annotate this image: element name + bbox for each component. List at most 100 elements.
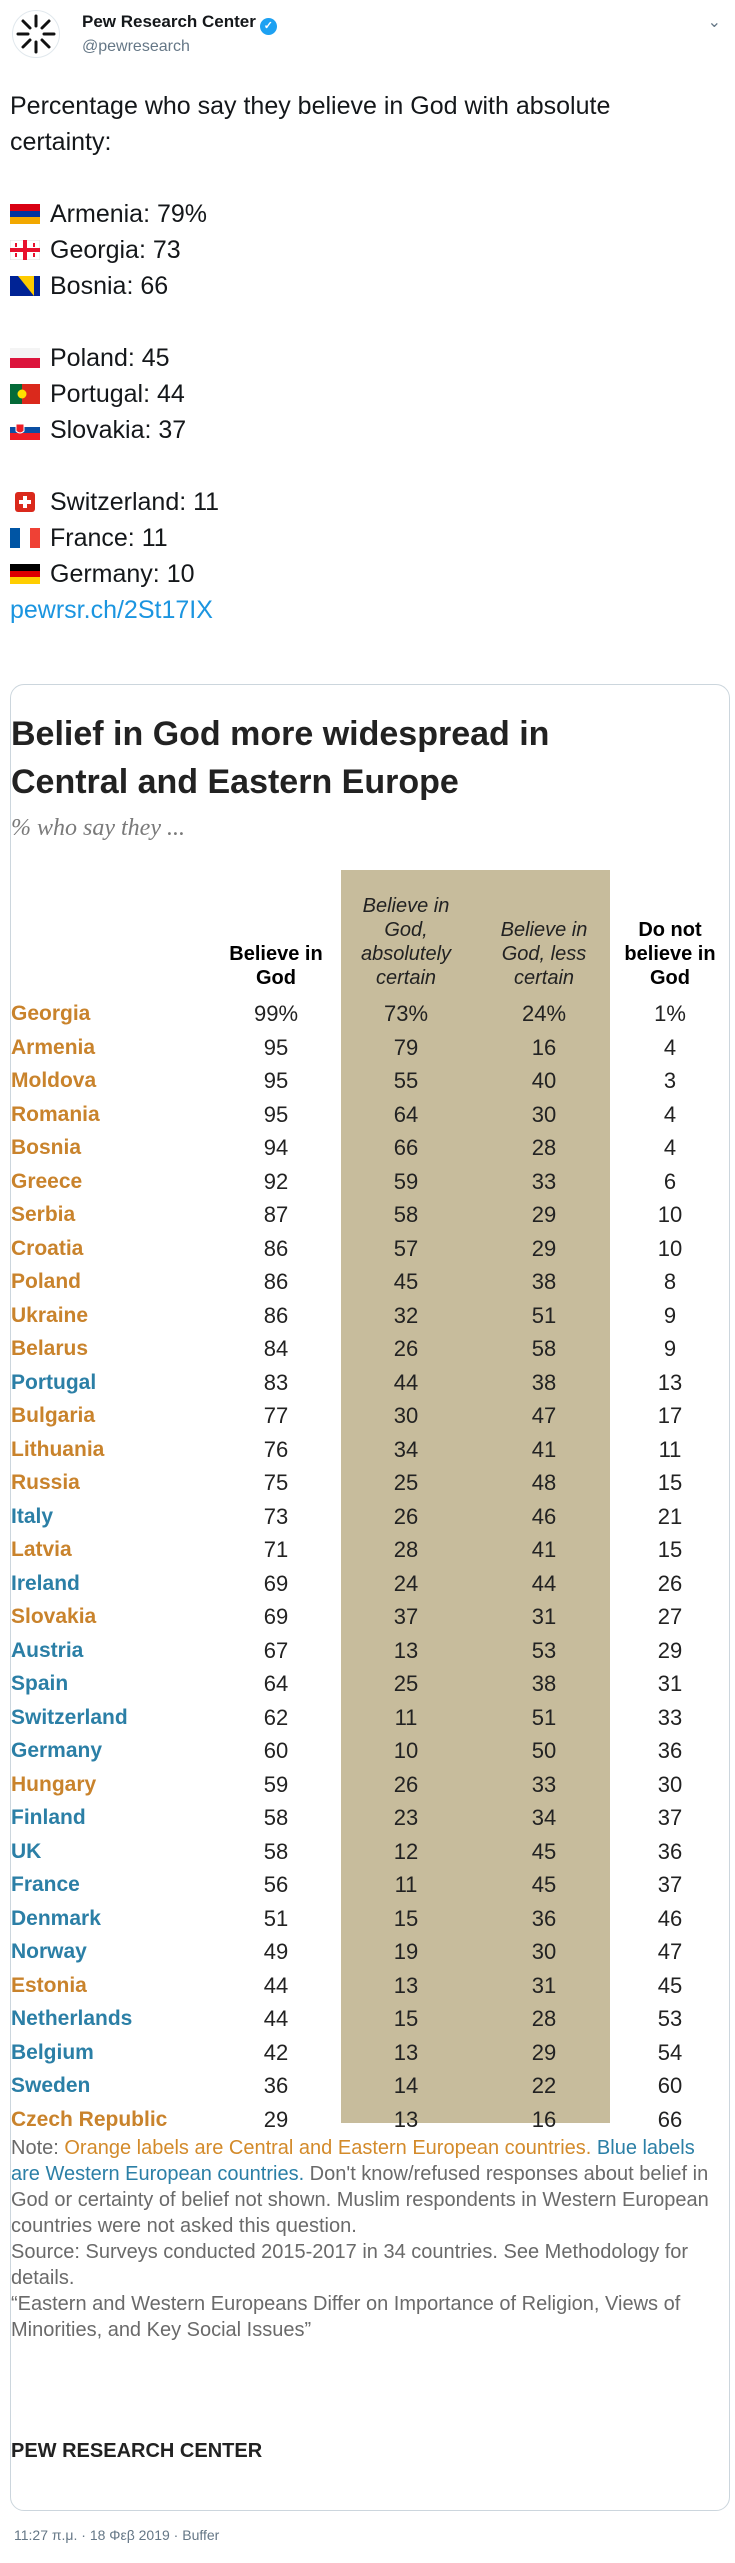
table-cell: 58 [263,1805,289,1830]
table-cell: 31 [657,1671,683,1696]
table-row: Czech Republic 29 13 16 66 [11,2103,729,2136]
tweet-line: France: 11 [10,520,710,556]
note-blue: Blue labels are Western European countri… [11,2137,695,2185]
note-prefix: Note: [11,2137,65,2159]
tweet-line-text: France: 11 [50,524,168,552]
table-cell: 10 [657,1235,683,1261]
country-label: Germany [11,1739,103,1762]
table-row: Norway 49 19 30 47 [11,1935,729,1968]
table-cell: 14 [393,2073,419,2098]
country-label: Belarus [11,1337,89,1360]
account-name-text[interactable]: Pew Research Center [82,12,256,31]
tweet-link[interactable]: pewrsr.ch/2St17IX [10,596,213,624]
table-cell: 73 [263,1503,289,1529]
table-cell: 30 [393,1403,419,1428]
table-cell: 59 [263,1771,289,1797]
table-cell: 8 [663,1269,677,1294]
table-cell: 45 [393,1269,419,1294]
table-row: Ukraine 86 32 51 9 [11,1299,729,1332]
table-cell: 59 [393,1168,419,1194]
table-cell: 11 [394,1704,418,1730]
table-cell: 10 [657,1202,683,1227]
table-cell: 47 [531,1403,557,1428]
country-label: Bulgaria [11,1404,96,1427]
table-cell: 48 [531,1470,557,1495]
table-cell: 45 [531,1872,557,1897]
table-row: Moldova 95 55 40 3 [11,1064,729,1097]
country-label: Georgia [11,1002,91,1025]
table-cell: 60 [263,1738,289,1763]
table-cell: 50 [531,1738,557,1763]
tweet-line-text: Poland: 45 [50,344,170,372]
chart-card[interactable]: Belief in God more widespread in Central… [10,684,730,2511]
country-label: Lithuania [11,1437,105,1461]
table-cell: 51 [263,1905,289,1931]
country-label: Czech Republic [11,2107,168,2131]
table-cell: 23 [393,1805,419,1830]
table-cell: 13 [393,1972,419,1998]
table-cell: 37 [393,1604,419,1629]
country-label: Slovakia [11,1605,97,1628]
table-cell: 16 [531,1034,557,1060]
table-cell: 1% [654,1001,686,1026]
table-cell: 33 [531,1771,557,1797]
table-cell: 86 [263,1269,289,1294]
table-cell: 17 [657,1403,683,1428]
verified-badge-icon: ✓ [259,18,277,35]
table-cell: 26 [657,1570,683,1596]
table-cell: 26 [393,1771,419,1797]
table-cell: 56 [263,1872,289,1897]
country-label: Moldova [11,1069,97,1092]
account-handle[interactable]: @pewresearch [82,38,190,55]
table-cell: 41 [531,1436,557,1462]
table-row: Croatia 86 57 29 10 [11,1232,729,1265]
table-cell: 95 [263,1034,289,1060]
col-header-text: Believe in God, absolutely certain [360,895,452,989]
table-row: Russia 75 25 48 15 [11,1466,729,1499]
tweet-line: Armenia: 79% [10,196,710,232]
country-label: Austria [11,1638,84,1662]
col-header-text: Do not believe in God [624,919,716,989]
table-cell: 46 [531,1503,557,1529]
table-row: Serbia 87 58 29 10 [11,1198,729,1231]
table-cell: 29 [531,1202,557,1227]
pew-logo-avatar[interactable] [12,10,60,58]
tweet-line-text: Bosnia: 66 [50,272,169,300]
account-name[interactable]: Pew Research Center ✓ [82,12,277,35]
tweet-line: Slovakia: 37 [10,412,710,448]
table-row: Portugal 83 44 38 13 [11,1366,729,1399]
table-cell: 66 [657,2106,683,2132]
table-cell: 4 [663,1034,677,1060]
tweet-timestamp[interactable]: 11:27 π.μ. · 18 Φεβ 2019 · Buffer [14,2527,220,2543]
table-cell: 53 [657,2006,683,2031]
country-label: Hungary [11,1772,97,1796]
switzerland-flag-icon [15,492,35,512]
chevron-down-icon[interactable]: ⌄ [707,14,721,31]
table-cell: 29 [531,2039,557,2065]
table-row: Germany 60 10 50 36 [11,1734,729,1767]
table-cell: 71 [263,1537,289,1562]
table-cell: 37 [657,1805,683,1830]
table-cell: 36 [263,2073,289,2098]
note-rest: Don't know/refused responses about belie… [11,2163,709,2237]
tweet-line-text: Germany: 10 [50,560,195,588]
table-cell: 83 [263,1369,289,1395]
table-cell: 29 [657,1637,683,1663]
tweet-line: Switzerland: 11 [10,484,710,520]
table-cell: 55 [393,1068,419,1093]
tweet-line-text: Slovakia: 37 [50,416,187,444]
table-cell: 16 [531,2106,557,2132]
chart-title-line: Central and Eastern Europe [11,763,459,801]
table-cell: 66 [393,1135,419,1160]
bosnia-flag-icon [10,276,40,296]
country-label: Greece [11,1169,83,1193]
table-cell: 36 [657,1738,683,1763]
table-cell: 36 [531,1905,557,1931]
table-row: Bulgaria 77 30 47 17 [11,1399,729,1432]
table-cell: 13 [393,2039,419,2065]
table-row: Denmark 51 15 36 46 [11,1902,729,1935]
table-row: Finland 58 23 34 37 [11,1801,729,1834]
country-label: Italy [11,1504,54,1528]
table-cell: 33 [657,1704,683,1730]
col-header-not-believe: Do not believe in God [611,870,729,990]
